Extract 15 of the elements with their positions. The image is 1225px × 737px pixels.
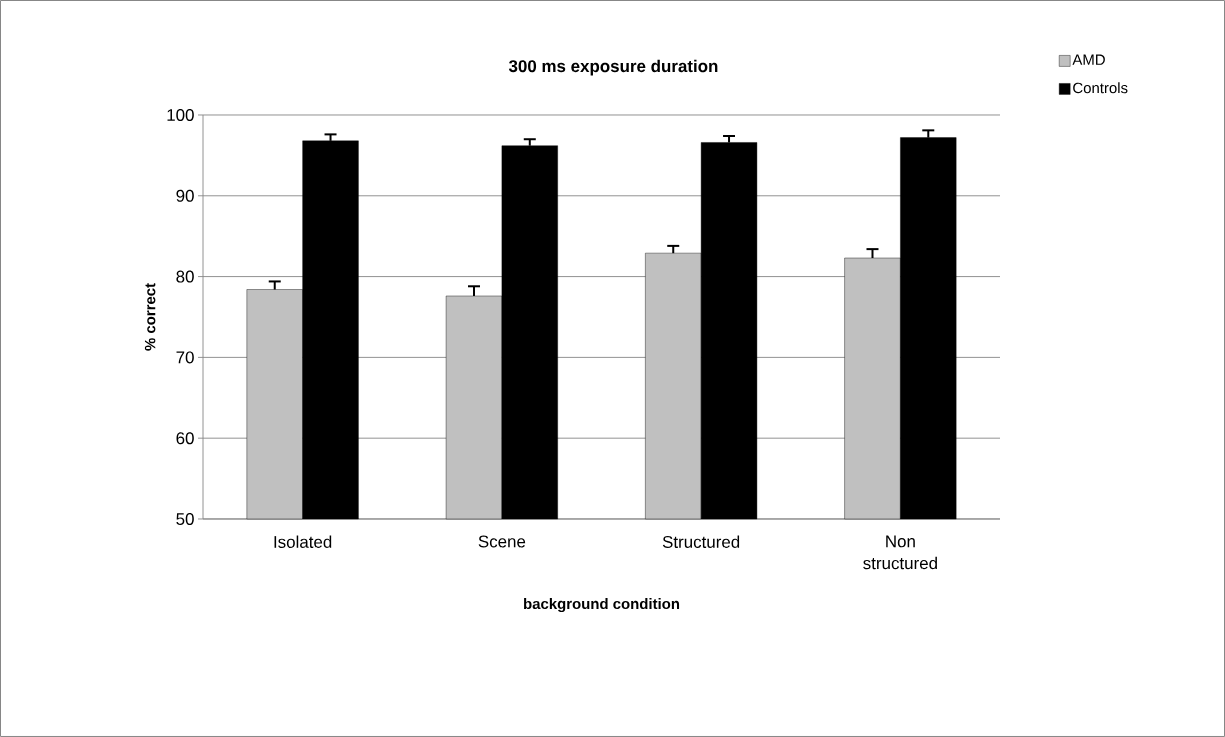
chart-title: 300 ms exposure duration (508, 59, 718, 76)
y-tick-label: 70 (176, 351, 194, 364)
x-tick-label: Non structured (863, 535, 937, 570)
y-tick-label: 60 (176, 432, 194, 445)
y-tick-label: 50 (176, 512, 194, 525)
y-tick-label: 90 (176, 189, 194, 202)
legend-label: AMD (1072, 54, 1105, 65)
x-tick-label: Structured (662, 535, 740, 548)
x-tick-label: Isolated (274, 535, 332, 548)
y-axis-title: % correct (144, 283, 156, 351)
y-tick-label: 80 (176, 270, 194, 283)
x-tick-label: Scene (478, 535, 526, 548)
x-axis-title: background condition (524, 598, 680, 613)
y-tick-label: 100 (167, 108, 194, 121)
legend-label: Controls (1073, 82, 1128, 94)
